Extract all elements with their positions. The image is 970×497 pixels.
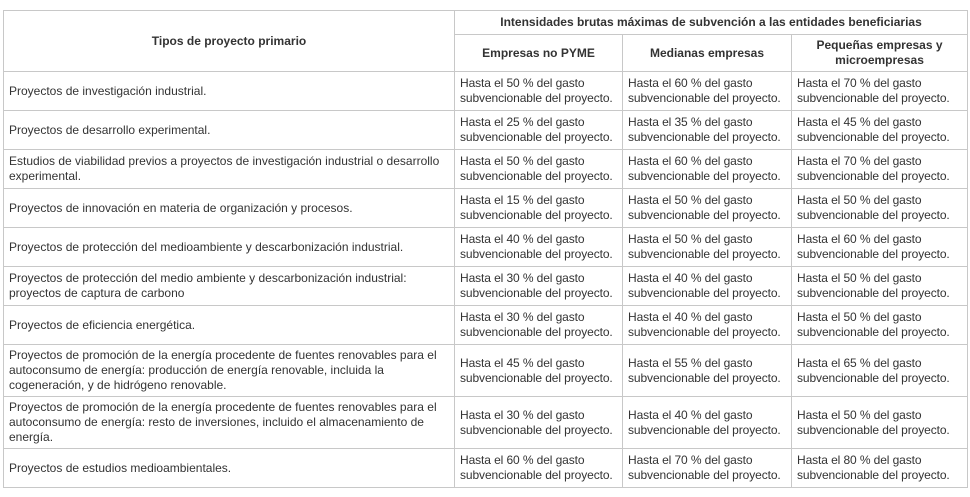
header-cell: Medianas empresas <box>622 34 792 72</box>
project-type-cell: Proyectos de protección del medio ambien… <box>3 266 455 306</box>
intensity-cell: Hasta el 35 % del gasto subvencionable d… <box>622 110 792 150</box>
intensity-cell: Hasta el 60 % del gasto subvencionable d… <box>622 149 792 189</box>
intensity-cell: Hasta el 50 % del gasto subvencionable d… <box>790 188 969 228</box>
intensity-cell: Hasta el 65 % del gasto subvencionable d… <box>790 344 969 397</box>
project-type-cell: Proyectos de eficiencia energética. <box>3 305 455 345</box>
project-type-cell: Proyectos de desarrollo experimental. <box>3 110 455 150</box>
intensity-cell: Hasta el 60 % del gasto subvencionable d… <box>454 448 623 488</box>
intensity-cell: Hasta el 70 % del gasto subvencionable d… <box>622 448 792 488</box>
project-type-cell: Proyectos de innovación en materia de or… <box>3 188 455 228</box>
intensity-cell: Hasta el 45 % del gasto subvencionable d… <box>454 344 623 397</box>
intensity-cell: Hasta el 50 % del gasto subvencionable d… <box>790 266 969 306</box>
table-row: Proyectos de innovación en materia de or… <box>3 188 969 228</box>
project-type-cell: Proyectos de protección del medioambient… <box>3 227 455 267</box>
intensity-cell: Hasta el 40 % del gasto subvencionable d… <box>622 305 792 345</box>
intensity-cell: Hasta el 40 % del gasto subvencionable d… <box>622 396 792 449</box>
header-group: Intensidades brutas máximas de subvenció… <box>453 10 969 35</box>
subsidy-table: Tipos de proyecto primario Intensidades … <box>3 10 969 488</box>
intensity-cell: Hasta el 60 % del gasto subvencionable d… <box>790 227 969 267</box>
table-row: Proyectos de desarrollo experimental. Has… <box>3 110 969 150</box>
intensity-cell: Hasta el 70 % del gasto subvencionable d… <box>790 71 969 111</box>
intensity-cell: Hasta el 50 % del gasto subvencionable d… <box>790 396 969 449</box>
table-row: Proyectos de promoción de la energía pro… <box>3 344 969 397</box>
intensity-cell: Hasta el 50 % del gasto subvencionable d… <box>454 71 623 111</box>
table-row: Proyectos de protección del medioambient… <box>3 227 969 267</box>
intensity-cell: Hasta el 15 % del gasto subvencionable d… <box>454 188 623 228</box>
intensity-cell: Hasta el 50 % del gasto subvencionable d… <box>454 149 623 189</box>
intensity-cell: Hasta el 25 % del gasto subvencionable d… <box>454 110 623 150</box>
project-type-cell: Proyectos de estudios medioambientales. <box>3 448 455 488</box>
header-cell: Pequeñas empresas y microempresas <box>790 34 969 72</box>
header-cell: Tipos de proyecto primario <box>3 10 455 72</box>
intensity-cell: Hasta el 70 % del gasto subvencionable d… <box>790 149 969 189</box>
intensity-cell: Hasta el 30 % del gasto subvencionable d… <box>454 396 623 449</box>
intensity-cell: Hasta el 55 % del gasto subvencionable d… <box>622 344 792 397</box>
intensity-cell: Hasta el 50 % del gasto subvencionable d… <box>622 188 792 228</box>
intensity-cell: Hasta el 50 % del gasto subvencionable d… <box>790 305 969 345</box>
intensity-cell: Hasta el 45 % del gasto subvencionable d… <box>790 110 969 150</box>
intensity-cell: Hasta el 30 % del gasto subvencionable d… <box>454 305 623 345</box>
table-row: Proyectos de eficiencia energética. Hasta… <box>3 305 969 345</box>
project-type-cell: Proyectos de promoción de la energía pro… <box>3 396 455 449</box>
header-row: Empresas no PYME Medianas empresas Peque… <box>4 34 969 72</box>
table-body: Proyectos de investigación industrial. Ha… <box>3 71 969 488</box>
table-header: Tipos de proyecto primario Intensidades … <box>3 10 969 72</box>
intensity-cell: Hasta el 40 % del gasto subvencionable d… <box>622 266 792 306</box>
intensity-cell: Hasta el 30 % del gasto subvencionable d… <box>454 266 623 306</box>
table-row: Estudios de viabilidad previos a proyect… <box>3 149 969 189</box>
table-row: Proyectos de investigación industrial. Ha… <box>3 71 969 111</box>
table-row: Proyectos de estudios medioambientales. H… <box>3 448 969 488</box>
header-cell: Empresas no PYME <box>454 34 623 72</box>
project-type-cell: Proyectos de investigación industrial. <box>3 71 455 111</box>
intensity-cell: Hasta el 80 % del gasto subvencionable d… <box>790 448 969 488</box>
table-row: Proyectos de promoción de la energía pro… <box>3 396 969 449</box>
intensity-cell: Hasta el 60 % del gasto subvencionable d… <box>622 71 792 111</box>
intensity-cell: Hasta el 50 % del gasto subvencionable d… <box>622 227 792 267</box>
intensity-cell: Hasta el 40 % del gasto subvencionable d… <box>454 227 623 267</box>
header-row: Tipos de proyecto primario Intensidades … <box>3 10 969 72</box>
table-row: Proyectos de protección del medio ambien… <box>3 266 969 306</box>
project-type-cell: Estudios de viabilidad previos a proyect… <box>3 149 455 189</box>
project-type-cell: Proyectos de promoción de la energía pro… <box>3 344 455 397</box>
